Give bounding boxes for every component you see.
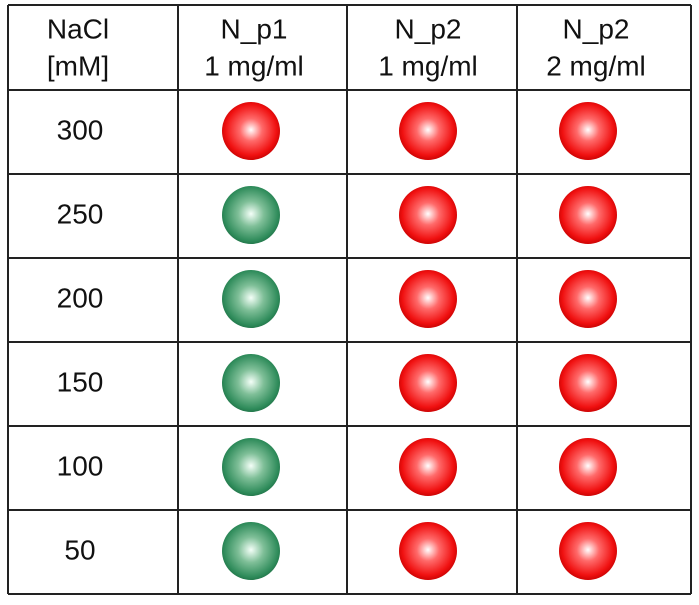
- indicator: [559, 186, 617, 244]
- header-text: 1 mg/ml: [204, 50, 304, 81]
- indicator: [399, 438, 457, 496]
- nacl-value: 300: [57, 114, 104, 145]
- header-text: 2 mg/ml: [546, 50, 646, 81]
- nacl-value: 150: [57, 366, 104, 397]
- header-text: N_p2: [563, 13, 630, 44]
- indicator: [222, 438, 280, 496]
- indicator: [559, 354, 617, 412]
- nacl-value: 200: [57, 282, 104, 313]
- indicator: [222, 102, 280, 160]
- header-text: NaCl: [47, 13, 109, 44]
- indicator: [222, 186, 280, 244]
- indicator: [559, 522, 617, 580]
- header-text: [mM]: [47, 50, 109, 81]
- header-text: N_p1: [221, 13, 288, 44]
- indicator: [399, 270, 457, 328]
- indicator: [222, 270, 280, 328]
- indicator: [559, 438, 617, 496]
- indicator: [399, 186, 457, 244]
- indicator: [559, 102, 617, 160]
- header-text: N_p2: [395, 13, 462, 44]
- indicator: [222, 522, 280, 580]
- nacl-value: 50: [64, 534, 95, 565]
- indicator: [399, 102, 457, 160]
- indicator: [399, 354, 457, 412]
- indicator: [222, 354, 280, 412]
- nacl-value: 100: [57, 450, 104, 481]
- indicator-circles: [222, 102, 617, 580]
- indicator: [399, 522, 457, 580]
- table-grid: [7, 4, 692, 595]
- nacl-value: 250: [57, 198, 104, 229]
- indicator: [559, 270, 617, 328]
- header-text: 1 mg/ml: [378, 50, 478, 81]
